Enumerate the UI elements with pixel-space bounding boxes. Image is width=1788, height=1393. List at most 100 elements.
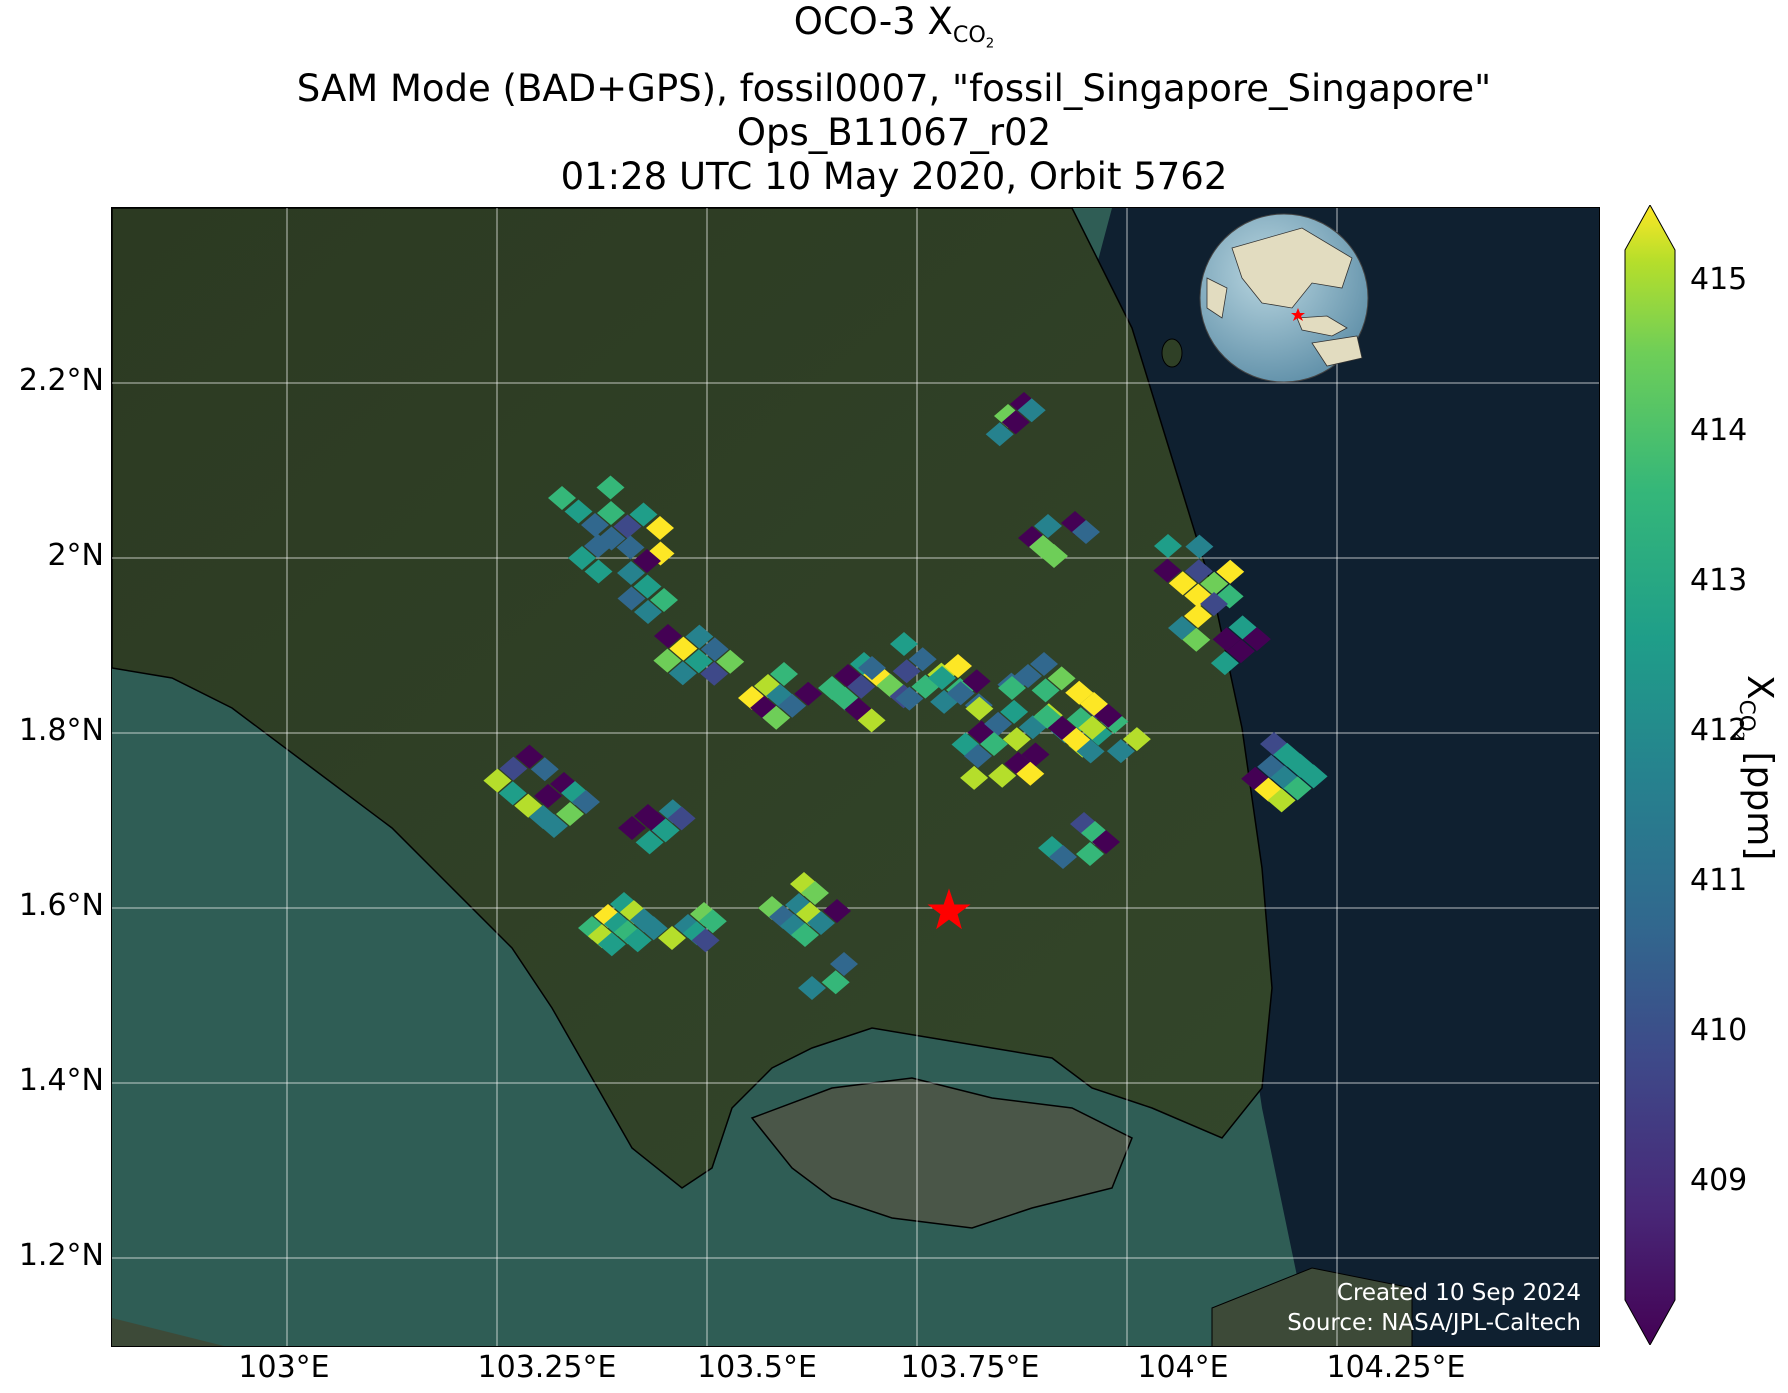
colorbar-label-sub: CO [1733, 699, 1759, 732]
sounding-footprint [646, 516, 674, 540]
sounding-footprint [1076, 739, 1105, 764]
globe-star-icon [1291, 308, 1305, 321]
sounding-footprint [1200, 592, 1228, 616]
sounding-footprint [794, 681, 823, 706]
map-canvas [112, 208, 1599, 1346]
sounding-footprint [1212, 627, 1241, 652]
sounding-footprint [1122, 727, 1151, 752]
sounding-footprint [633, 574, 662, 599]
sounding-footprint [483, 768, 512, 793]
sounding-footprint [807, 911, 835, 935]
sounding-footprint [791, 923, 819, 947]
sounding-footprint [1228, 615, 1257, 640]
credits-created: Created 10 Sep 2024 [1336, 1280, 1581, 1306]
sounding-footprint [587, 924, 616, 949]
sounding-footprint [1210, 651, 1239, 676]
sounding-footprint [1072, 520, 1100, 544]
colorbar-tick-410: 410 [1690, 1013, 1748, 1048]
sounding-footprint [1002, 727, 1031, 752]
sounding-footprint [944, 654, 972, 678]
sounding-footprint [623, 928, 652, 953]
sounding-footprint [830, 952, 858, 976]
riau-islands [1211, 1267, 1413, 1346]
sounding-footprint [651, 818, 680, 843]
sounding-footprint [1076, 842, 1104, 866]
sounding-footprint [892, 659, 921, 684]
sounding-footprint [890, 632, 918, 656]
lon-label-103.25: 103.25°E [477, 1350, 617, 1385]
sounding-footprint [857, 708, 886, 733]
colorbar-label-main: X [1739, 675, 1780, 700]
sounding-footprint [669, 636, 698, 661]
globe-australia [1311, 335, 1363, 367]
lon-label-103: 103°E [238, 1350, 330, 1385]
sounding-footprint [1200, 571, 1229, 596]
mainland-johor [112, 208, 1273, 1189]
sounding-footprint [1034, 514, 1062, 538]
satellite-map[interactable]: Created 10 Sep 2024 Source: NASA/JPL-Cal… [111, 207, 1600, 1347]
sounding-footprint [847, 674, 876, 699]
sounding-footprint [1047, 666, 1076, 691]
figure-title: OCO-3 XCO2 SAM Mode (BAD+GPS), fossil000… [0, 0, 1788, 199]
sounding-footprint [597, 501, 625, 525]
sounding-footprint [1184, 604, 1212, 628]
offshore-island [1161, 338, 1183, 368]
sounding-footprint [658, 926, 686, 950]
sounding-footprint [581, 513, 609, 537]
singapore-island [750, 1077, 1133, 1229]
sounding-footprint [858, 656, 886, 680]
sounding-footprint [1182, 627, 1211, 652]
sounding-footprint [530, 757, 559, 782]
sounding-footprint [716, 649, 745, 674]
sounding-footprint [556, 802, 584, 826]
sounding-footprint [1299, 764, 1328, 789]
sounding-footprint [1185, 534, 1214, 559]
sounding-footprint [1168, 571, 1197, 596]
sounding-footprint [946, 681, 975, 706]
sounding-footprint [980, 732, 1008, 756]
sounding-footprint [1094, 703, 1123, 728]
sounding-footprint [1021, 742, 1050, 767]
sounding-footprint [928, 666, 956, 690]
sounding-footprint [668, 661, 697, 686]
inset-globe [1199, 213, 1369, 383]
sounding-footprint [1184, 559, 1213, 584]
colorbar-label-unit: [ppm] [1739, 740, 1780, 861]
sounding-footprint [667, 806, 696, 831]
sounding-footprint [1018, 715, 1047, 740]
sounding-footprint [988, 763, 1017, 788]
colorbar-tick-415: 415 [1690, 262, 1748, 297]
sounding-footprint [1001, 410, 1030, 435]
open-sea [1072, 208, 1599, 1346]
sounding-footprint [515, 744, 544, 769]
credits-source: Source: NASA/JPL-Caltech [1287, 1310, 1581, 1336]
sounding-footprint [1066, 707, 1095, 732]
sounding-footprint [1030, 652, 1058, 676]
lon-label-103.5: 103.5°E [697, 1350, 817, 1385]
sounding-footprint [698, 909, 727, 934]
sounding-footprint [778, 693, 807, 718]
sounding-footprint [1154, 534, 1182, 558]
sounding-footprint [823, 899, 851, 923]
sumatra-edge [112, 1318, 224, 1346]
sounding-footprint [564, 499, 593, 524]
sounding-footprint [1226, 639, 1255, 664]
sounding-footprint [1267, 788, 1296, 813]
sounding-footprint [603, 912, 632, 937]
sounding-footprint [962, 669, 991, 694]
sounding-footprint [908, 647, 937, 672]
sounding-footprint [700, 637, 729, 662]
sounding-footprint [960, 765, 989, 790]
title-line-1: OCO-3 XCO2 [0, 0, 1788, 67]
title-line-3: Ops_B11067_r02 [736, 110, 1052, 154]
sounding-footprint [617, 586, 646, 611]
colorbar-tick-409: 409 [1690, 1163, 1748, 1198]
sounding-footprint [984, 711, 1013, 736]
sounding-footprint [1283, 776, 1312, 801]
lat-label-1.4: 1.4°N [18, 1063, 104, 1098]
sounding-footprint [1242, 627, 1271, 652]
sounding-footprint [654, 624, 682, 648]
sounding-footprint [1014, 664, 1042, 688]
title-subscript: CO [952, 22, 986, 49]
colorbar [1624, 205, 1676, 1345]
